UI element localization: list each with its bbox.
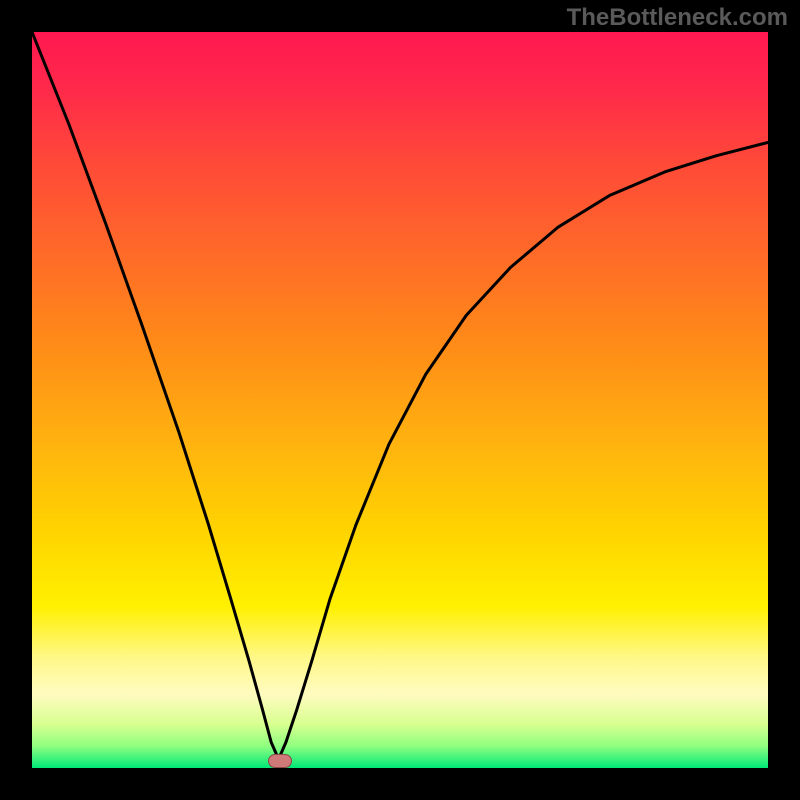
- bottleneck-curve: [32, 32, 768, 768]
- plot-area: [32, 32, 768, 768]
- watermark-text: TheBottleneck.com: [567, 4, 788, 32]
- chart-container: TheBottleneck.com: [0, 0, 800, 800]
- optimum-marker: [268, 754, 292, 768]
- curve-path: [32, 32, 768, 759]
